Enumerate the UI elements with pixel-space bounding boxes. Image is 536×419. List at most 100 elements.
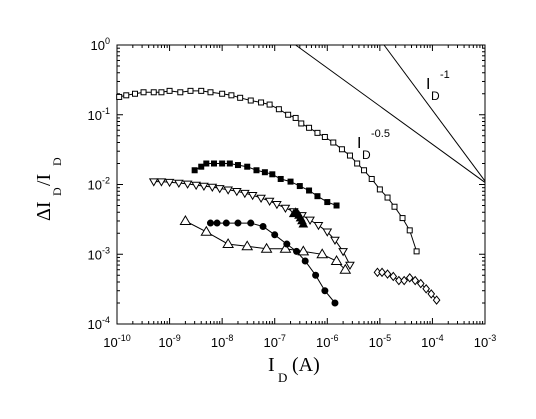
ref-label-minus-1: I D -1 [426, 69, 450, 103]
data-point [338, 146, 345, 153]
data-point [158, 89, 165, 96]
x-axis-label: I D (A) [268, 354, 320, 385]
data-point [316, 248, 329, 259]
data-point [244, 163, 251, 170]
data-point [354, 160, 361, 167]
tick-label: 10-6 [316, 333, 338, 350]
data-point [292, 114, 299, 121]
data-point [177, 89, 184, 96]
ref-label-main: I [357, 135, 361, 152]
x-axis-unit: (A) [292, 354, 320, 376]
data-point [293, 247, 301, 255]
data-point [173, 179, 184, 189]
data-point [187, 87, 194, 94]
data-point [253, 167, 260, 174]
data-point [198, 163, 205, 170]
data-point [321, 133, 328, 140]
data-point [275, 106, 282, 113]
data-point [301, 257, 309, 265]
data-point [346, 152, 353, 159]
data-point [321, 287, 329, 295]
data-point [378, 267, 386, 278]
tick-label: 100 [91, 36, 110, 53]
data-point [272, 201, 282, 210]
tick-label: 10-4 [88, 315, 110, 332]
data-point [156, 178, 167, 187]
tick-label: 10-4 [421, 333, 443, 350]
data-point [405, 272, 414, 283]
axis-ticks [116, 45, 485, 325]
data-point [213, 219, 221, 227]
data-point [234, 162, 241, 169]
data-point [277, 175, 284, 182]
data-point [330, 255, 343, 266]
data-point [259, 222, 267, 230]
data-point [384, 194, 391, 201]
data-point [258, 99, 265, 106]
data-point [219, 90, 226, 97]
data-point [322, 228, 333, 237]
data-point [383, 269, 392, 279]
data-point [280, 204, 291, 214]
data-point [283, 240, 291, 248]
data-point [164, 178, 175, 188]
data-point [199, 182, 209, 192]
tick-label: 10-8 [211, 333, 233, 350]
data-point [222, 219, 230, 227]
data-point [210, 160, 217, 167]
tick-label: 10-1 [88, 106, 110, 123]
data-point [297, 245, 310, 256]
tick-label: 10-5 [369, 333, 391, 350]
y-tick-labels: 100 10-1 10-2 10-3 10-4 [88, 36, 110, 332]
tick-label: 10-3 [474, 333, 496, 350]
data-point [219, 160, 226, 167]
data-point [416, 278, 425, 289]
tick-label: 10-3 [88, 245, 110, 262]
data-point [200, 225, 213, 236]
series-line [119, 90, 418, 252]
data-point [324, 199, 331, 206]
series-triangle-up-filled [288, 207, 309, 228]
data-point [312, 271, 320, 279]
y-axis-sub1: D [50, 187, 64, 196]
ref-label-sub: D [431, 89, 440, 103]
data-point [271, 231, 279, 239]
tick-label: 10-7 [263, 333, 285, 350]
y-axis-main: ΔI [33, 201, 55, 221]
series-square-filled [191, 160, 340, 209]
data-point [399, 215, 406, 222]
data-series [116, 87, 441, 307]
series-diamond-open [373, 267, 441, 305]
data-point [226, 160, 233, 167]
data-point [239, 189, 250, 199]
data-point [206, 219, 214, 227]
data-point [234, 219, 242, 227]
data-point [361, 167, 368, 174]
data-point [207, 183, 218, 193]
data-point [411, 275, 420, 286]
data-point [298, 219, 309, 228]
series-circle-filled [206, 219, 339, 307]
data-point [148, 178, 159, 187]
ref-label-minus-0.5: I D -0.5 [357, 128, 390, 162]
data-point [191, 167, 198, 174]
data-point [298, 120, 305, 127]
tick-label: 10-9 [158, 333, 180, 350]
data-point [179, 214, 192, 225]
ref-label-exp: -0.5 [371, 128, 390, 140]
data-point [376, 186, 383, 193]
data-point [400, 275, 409, 286]
tick-label: 10-2 [88, 176, 110, 193]
data-point [123, 92, 130, 99]
data-point [314, 193, 321, 200]
data-point [261, 169, 268, 176]
series-line [185, 220, 346, 271]
data-point [231, 187, 242, 197]
data-point [191, 181, 202, 191]
tick-label: 10-10 [103, 333, 130, 350]
data-point [368, 175, 375, 182]
series-square-open [116, 87, 420, 255]
x-axis-main: I [268, 354, 275, 376]
data-point [140, 89, 147, 96]
data-point [422, 283, 431, 294]
